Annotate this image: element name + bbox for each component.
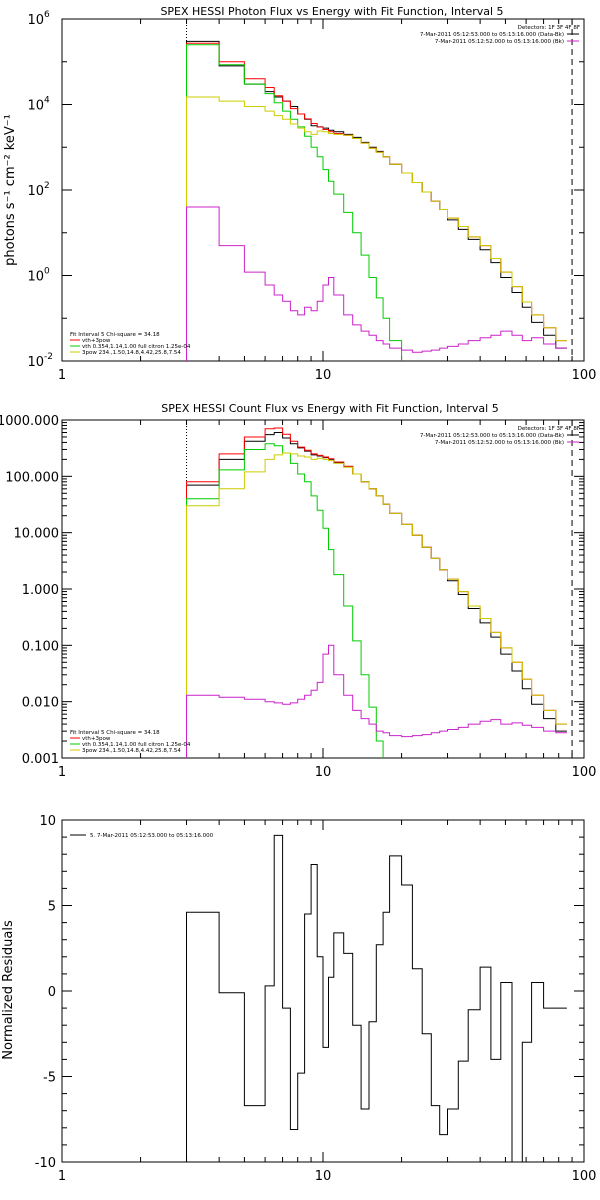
series-data-bk — [186, 40, 567, 361]
y-tick-label: 10 — [27, 270, 44, 285]
series-3pow — [186, 96, 567, 361]
photon-flux-plot-frame — [61, 18, 585, 362]
x-tick-label: 10 — [315, 1169, 332, 1184]
y-tick-label: 10 — [39, 814, 56, 829]
residuals-ylabel: Normalized Residuals — [1, 920, 16, 1060]
photon-flux-panel: SPEX HESSI Photon Flux vs Energy with Fi… — [3, 5, 596, 383]
series-bk — [186, 206, 567, 361]
fit-legend-entry: 3pow 234.,1.50,14.8,4.42,25.8,7.54 — [82, 748, 181, 754]
y-tick-label: 10 — [27, 13, 44, 28]
y-tick-label: 1000.000 — [0, 414, 59, 429]
series-vth-3pow — [186, 42, 567, 361]
x-tick-label: 10 — [315, 368, 332, 383]
count-flux-plot-frame — [61, 419, 585, 759]
residuals-panel: Normalized Residuals 1 10 100 -10 -5 0 5 10 5. … — [1, 814, 596, 1184]
fit-chi-square-text: Fit Interval 5 Chi-square = 34.18 — [70, 730, 160, 736]
count-flux-panel: SPEX HESSI Count Flux vs Energy with Fit… — [0, 402, 596, 780]
series-residuals — [186, 834, 567, 1162]
y-tick-label: 100.000 — [5, 470, 59, 485]
detectors-label: Detectors: 1F 3F 4F 8F — [518, 426, 580, 432]
x-tick-label: 1 — [58, 765, 66, 780]
y-tick-exponent: -2 — [44, 352, 53, 362]
y-tick-label: -10 — [35, 1156, 56, 1171]
legend-entry: 7-Mar-2011 05:12:53.000 to 05:13:16.000 … — [420, 32, 564, 38]
fit-legend-entry: vth+3pow — [82, 338, 111, 344]
fit-chi-square-text: Fit Interval 5 Chi-square = 34.18 — [70, 332, 160, 338]
y-tick-exponent: 6 — [44, 10, 50, 20]
y-tick-exponent: 4 — [44, 96, 50, 106]
y-tick-label: 10 — [27, 99, 44, 114]
fit-legend-entry: vth 0.354,1.14,1.00 full citron 1.25e-04 — [82, 742, 191, 748]
photon-flux-ylabel: photons s⁻¹ cm⁻² keV⁻¹ — [3, 114, 18, 266]
count-flux-title: SPEX HESSI Count Flux vs Energy with Fit… — [161, 402, 498, 415]
legend-entry: 7-Mar-2011 05:12:52.000 to 05:13:16.000 … — [435, 440, 564, 446]
x-tick-label: 100 — [572, 1169, 597, 1184]
x-tick-label: 1 — [58, 1169, 66, 1184]
y-tick-exponent: 0 — [44, 267, 50, 277]
y-tick-label: 0 — [48, 985, 56, 1000]
y-tick-label: 0.010 — [22, 696, 59, 711]
y-tick-label: 0.100 — [22, 639, 59, 654]
fit-legend-entry: vth 0.354,1.14,1.00 full citron 1.25e-04 — [82, 344, 191, 350]
legend-entry: 7-Mar-2011 05:12:52.000 to 05:13:16.000 … — [435, 39, 564, 45]
y-tick-exponent: 2 — [44, 181, 50, 191]
fit-legend-entry: vth+3pow — [82, 736, 111, 742]
legend-entry: 5. 7-Mar-2011 05:12:53.000 to 05:13:16.0… — [90, 833, 214, 839]
y-tick-label: 10.000 — [14, 527, 60, 542]
x-tick-label: 1 — [58, 368, 66, 383]
legend-entry: 7-Mar-2011 05:12:53.000 to 05:13:16.000 … — [420, 433, 564, 439]
y-tick-label: 10 — [27, 184, 44, 199]
y-tick-label: 1.000 — [22, 583, 59, 598]
series-3pow — [186, 452, 567, 758]
y-tick-label: 10 — [27, 355, 44, 370]
x-tick-label: 100 — [572, 368, 597, 383]
y-tick-label: 0.001 — [22, 752, 59, 767]
detectors-label: Detectors: 1F 3F 4F 8F — [518, 25, 580, 31]
photon-flux-title: SPEX HESSI Photon Flux vs Energy with Fi… — [160, 5, 503, 18]
series-vth — [186, 443, 384, 758]
series-vth — [186, 44, 403, 361]
fit-legend-entry: 3pow 234.,1.50,14.8,4.42,25.8,7.54 — [82, 350, 181, 356]
y-tick-label: -5 — [43, 1071, 56, 1086]
x-tick-label: 100 — [572, 765, 597, 780]
series-bk — [186, 644, 567, 758]
y-tick-label: 5 — [48, 900, 56, 915]
x-tick-label: 10 — [315, 765, 332, 780]
